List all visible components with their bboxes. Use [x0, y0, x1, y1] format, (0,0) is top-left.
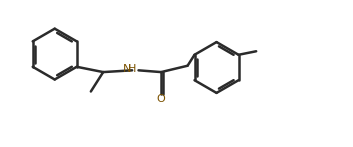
Text: H: H — [128, 64, 137, 74]
Text: O: O — [157, 93, 166, 104]
Text: N: N — [123, 64, 132, 74]
